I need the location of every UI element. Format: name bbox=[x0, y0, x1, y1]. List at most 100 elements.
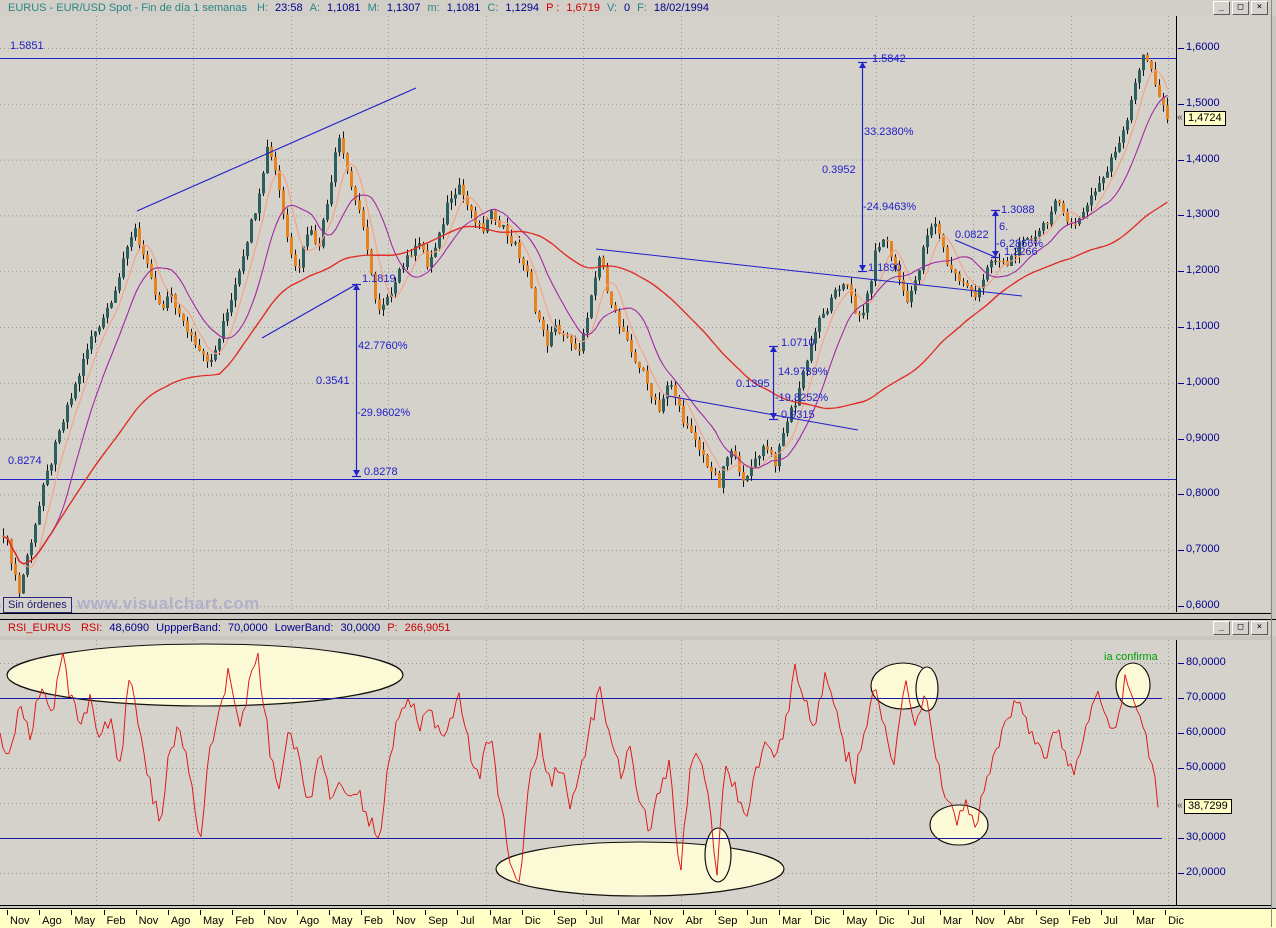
axis-label: 1,4000 bbox=[1178, 153, 1220, 165]
time-tick bbox=[328, 910, 330, 915]
axis-label: 1,0000 bbox=[1178, 376, 1220, 388]
month-label: Jul bbox=[589, 915, 604, 927]
status-segment: RSI_EURUS bbox=[8, 622, 71, 634]
month-label: Dic bbox=[524, 915, 541, 927]
minimize-button[interactable]: _ bbox=[1213, 621, 1230, 635]
time-tick bbox=[811, 910, 813, 915]
axis-label: 0,6000 bbox=[1178, 599, 1220, 611]
month-label: Nov bbox=[138, 915, 159, 927]
time-tick bbox=[586, 910, 588, 915]
time-tick bbox=[843, 910, 845, 915]
time-tick bbox=[618, 910, 620, 915]
time-tick bbox=[714, 910, 716, 915]
axis-label: 1,3000 bbox=[1178, 208, 1220, 220]
axis-label: 1,6000 bbox=[1178, 41, 1220, 53]
rsi-window-bottom-border bbox=[0, 905, 1271, 906]
status-segment: V: bbox=[606, 2, 617, 14]
month-label: Jun bbox=[749, 915, 768, 927]
status-segment: 1,1307 bbox=[386, 2, 421, 14]
status-segment: H: bbox=[257, 2, 269, 14]
rsi-status-bar: RSI_EURUS RSI: 48,6090 UppperBand: 70,0000 Lo… bbox=[8, 622, 458, 634]
no-orders-button[interactable]: Sin órdenes bbox=[3, 597, 72, 613]
axis-label: 1,1000 bbox=[1178, 320, 1220, 332]
maximize-button[interactable]: □ bbox=[1232, 621, 1249, 635]
month-label: Dic bbox=[814, 915, 831, 927]
month-label: Nov bbox=[10, 915, 30, 927]
month-label: Sep bbox=[556, 915, 577, 927]
month-label: Mar bbox=[1135, 915, 1155, 927]
time-tick bbox=[1036, 910, 1038, 915]
month-label: Feb bbox=[106, 915, 126, 927]
status-segment: 1,1081 bbox=[326, 2, 361, 14]
status-segment: 70,0000 bbox=[227, 622, 268, 634]
axis-label: 60,0000 bbox=[1178, 726, 1226, 738]
month-label: Nov bbox=[653, 915, 673, 927]
close-button[interactable]: × bbox=[1251, 1, 1268, 15]
visualchart-watermark: www.visualchart.com bbox=[77, 594, 260, 613]
month-label: Ago bbox=[299, 915, 320, 927]
month-label: Mar bbox=[621, 915, 641, 927]
close-button[interactable]: × bbox=[1251, 621, 1268, 635]
time-tick bbox=[1165, 910, 1167, 915]
time-tick bbox=[200, 910, 202, 915]
price-chart-canvas[interactable] bbox=[0, 16, 1176, 612]
month-label: Dic bbox=[878, 915, 895, 927]
time-axis[interactable]: Nov Ago May Feb Nov Ago May Feb Nov Ago May Feb Nov S… bbox=[0, 908, 1276, 928]
main-window-controls: _ □ × bbox=[1213, 1, 1268, 15]
time-tick bbox=[1132, 910, 1134, 915]
month-label: Feb bbox=[1071, 915, 1091, 927]
month-label: May bbox=[846, 915, 868, 927]
month-label: Nov bbox=[975, 915, 995, 927]
price-axis[interactable]: « 1,4724 1,6000 1,5000 1,4000 1,3000 1,2000 1… bbox=[1177, 16, 1270, 612]
time-tick bbox=[1004, 910, 1006, 915]
month-label: Sep bbox=[1039, 915, 1060, 927]
month-label: Ago bbox=[170, 915, 191, 927]
rsi-axis-separator bbox=[1176, 640, 1177, 905]
time-tick bbox=[682, 910, 684, 915]
month-label: May bbox=[74, 915, 96, 927]
status-segment: A: bbox=[309, 2, 320, 14]
month-label: Abr bbox=[685, 915, 703, 927]
status-segment: P : bbox=[546, 2, 560, 14]
time-tick bbox=[167, 910, 169, 915]
quote-bar: EURUS - EUR/USD Spot - Fin de día 1 sema… bbox=[8, 2, 716, 14]
time-tick bbox=[457, 910, 459, 915]
last-price-tag: 1,4724 bbox=[1184, 111, 1226, 127]
rsi-chart-canvas[interactable] bbox=[0, 640, 1176, 905]
time-tick bbox=[489, 910, 491, 915]
maximize-button[interactable]: □ bbox=[1232, 1, 1249, 15]
time-tick bbox=[103, 910, 105, 915]
time-tick bbox=[1068, 910, 1070, 915]
status-segment: 266,9051 bbox=[404, 622, 451, 634]
month-label: May bbox=[203, 915, 224, 927]
main-titlebar: EURUS - EUR/USD Spot - Fin de día 1 sema… bbox=[0, 0, 1276, 16]
time-tick bbox=[521, 910, 523, 915]
rsi-axis[interactable]: « 38,7299 80,0000 70,0000 60,0000 50,0000 30… bbox=[1177, 640, 1270, 905]
month-label: Jul bbox=[910, 915, 925, 927]
status-segment: P: bbox=[387, 622, 398, 634]
axis-label: 80,0000 bbox=[1178, 656, 1226, 668]
time-tick bbox=[39, 910, 41, 915]
status-segment: RSI: bbox=[80, 622, 103, 634]
month-label: Mar bbox=[782, 915, 802, 927]
status-segment: 48,6090 bbox=[109, 622, 150, 634]
main-window-bottom-border bbox=[0, 613, 1271, 614]
time-tick bbox=[972, 910, 974, 915]
axis-label: 0,9000 bbox=[1178, 432, 1220, 444]
time-tick bbox=[907, 910, 909, 915]
status-segment: 18/02/1994 bbox=[653, 2, 709, 14]
minimize-button[interactable]: _ bbox=[1213, 1, 1230, 15]
rsi-value-marker-icon: « bbox=[1177, 800, 1183, 812]
last-price-marker-icon: « bbox=[1177, 112, 1183, 124]
status-segment: 1,6719 bbox=[566, 2, 600, 14]
status-segment: m: bbox=[427, 2, 440, 14]
time-tick bbox=[875, 910, 877, 915]
status-segment: 1,1081 bbox=[446, 2, 481, 14]
main-chart-window: EURUS - EUR/USD Spot - Fin de día 1 sema… bbox=[0, 0, 1276, 614]
status-segment: 23:58 bbox=[275, 2, 303, 14]
time-tick bbox=[296, 910, 298, 915]
status-segment: EURUS - EUR/USD Spot - Fin de día 1 sema… bbox=[8, 2, 248, 14]
month-label: Sep bbox=[717, 915, 738, 927]
window-right-edge bbox=[1271, 0, 1272, 927]
